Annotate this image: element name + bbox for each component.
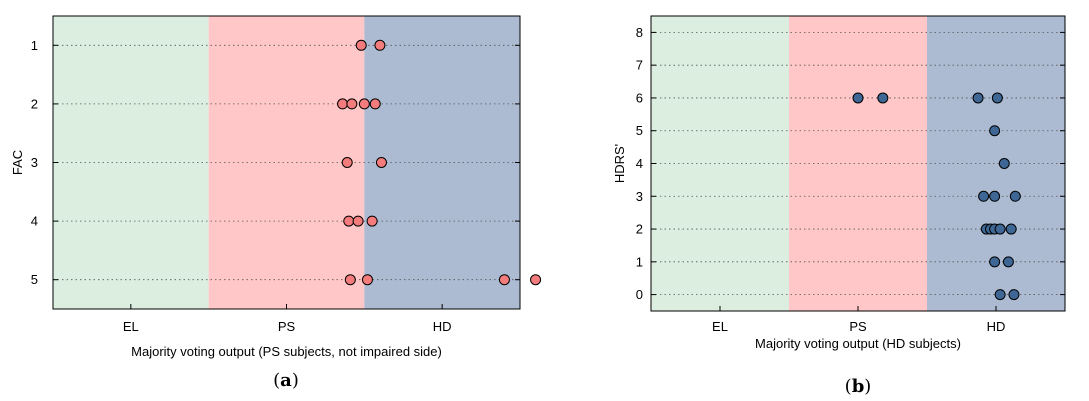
panel-label-part: (	[273, 370, 280, 391]
y-tick-label: 6	[636, 90, 643, 105]
x-tick-label: EL	[712, 319, 728, 334]
data-point	[989, 256, 1001, 268]
data-point	[358, 98, 370, 110]
data-point	[344, 274, 356, 286]
x-tick-label: PS	[849, 319, 867, 334]
data-point	[530, 274, 542, 286]
y-tick-label: 2	[31, 96, 38, 111]
y-tick-label: 2	[636, 222, 643, 237]
panel-label: (a)	[273, 370, 299, 391]
data-point	[852, 92, 864, 104]
y-tick-label: 5	[636, 123, 643, 138]
x-tick-label: HD	[433, 319, 452, 334]
y-axis-label: FAC	[10, 150, 25, 175]
data-point	[352, 215, 364, 227]
data-point	[341, 157, 353, 168]
data-point	[1009, 190, 1021, 202]
chart-panel-b: 0 1 2 3 4 5 6 7 8 EL PS HD Majority voting output (H…	[612, 15, 1066, 397]
x-axis-label: Majority voting output (HD subjects)	[755, 336, 961, 351]
x-tick-label: EL	[123, 319, 139, 334]
data-point	[877, 92, 889, 104]
data-point	[1002, 256, 1014, 268]
y-tick-label: 4	[636, 156, 643, 171]
region-ps	[208, 16, 365, 309]
chart-panel-a: 1 2 3 4 5 EL PS HD Majority voting output (PS su…	[10, 15, 542, 391]
y-tick-label: 4	[31, 214, 38, 229]
panel-label-part: a	[280, 370, 292, 391]
data-point	[972, 92, 984, 104]
panel-label-part: b	[852, 376, 865, 397]
region-hd	[364, 16, 520, 309]
data-point	[978, 190, 990, 202]
data-point	[337, 98, 349, 110]
panel-label-part: (	[845, 376, 852, 397]
data-point	[1008, 289, 1020, 301]
y-axis-label: HDRS'	[612, 144, 627, 183]
data-point	[991, 92, 1003, 104]
y-tick-label: 7	[636, 58, 643, 73]
panel-label-part: )	[864, 376, 871, 397]
data-point	[989, 190, 1001, 202]
data-point	[989, 125, 1001, 137]
data-point	[498, 274, 510, 286]
data-point	[369, 98, 381, 110]
data-point	[994, 223, 1006, 235]
data-point	[346, 98, 358, 110]
y-tick-label: 3	[636, 189, 643, 204]
y-tick-label: 1	[31, 38, 38, 53]
y-tick-label: 3	[31, 155, 38, 170]
y-tick-label: 1	[636, 254, 643, 269]
data-point	[361, 274, 373, 286]
data-point	[343, 215, 355, 227]
x-tick-label: HD	[987, 319, 1006, 334]
y-tick-label: 8	[636, 25, 643, 40]
data-point	[1005, 223, 1017, 235]
data-point	[994, 289, 1006, 301]
data-point	[375, 157, 387, 168]
x-axis-label: Majority voting output (PS subjects, not…	[131, 344, 442, 359]
data-point	[366, 215, 378, 227]
data-point	[355, 39, 367, 51]
panel-label: (b)	[845, 376, 872, 397]
panel-label-part: )	[292, 370, 299, 391]
data-point	[374, 39, 386, 51]
y-tick-label: 5	[31, 272, 38, 287]
y-tick-label: 0	[636, 287, 643, 302]
x-tick-label: PS	[278, 319, 296, 334]
data-point	[998, 158, 1010, 169]
